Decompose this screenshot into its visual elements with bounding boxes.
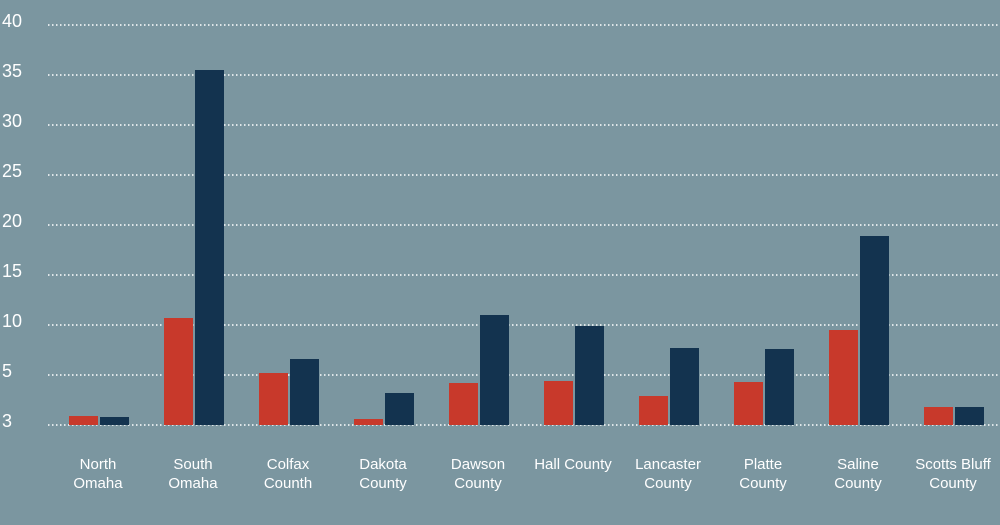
bar [69, 416, 98, 425]
bar [100, 417, 129, 425]
bar [480, 315, 509, 425]
bar [290, 359, 319, 425]
bar [955, 407, 984, 425]
bar [195, 70, 224, 425]
bar [544, 381, 573, 425]
bar [860, 236, 889, 425]
bar [385, 393, 414, 425]
bar [670, 348, 699, 425]
y-tick-label: 40 [2, 11, 22, 31]
y-tick-label: 25 [2, 161, 22, 181]
bar [734, 382, 763, 425]
bar [924, 407, 953, 425]
y-tick-label: 15 [2, 261, 22, 281]
y-tick-label: 35 [2, 61, 22, 81]
bar [829, 330, 858, 425]
bar [449, 383, 478, 425]
x-tick-label: Scotts Bluff County [915, 456, 991, 492]
y-tick-label: 20 [2, 211, 22, 231]
x-tick-label: Platte County [739, 456, 787, 492]
x-tick-label: South Omaha [168, 456, 218, 492]
x-tick-label: Colfax Counth [263, 456, 313, 492]
bar [575, 326, 604, 425]
x-tick-label: Dawson County [450, 456, 506, 492]
y-tick-label: 10 [2, 311, 22, 331]
x-tick-label: North Omaha [73, 456, 123, 492]
x-tick-label: Saline County [834, 456, 882, 492]
y-tick-label: 30 [2, 111, 22, 131]
bar [765, 349, 794, 425]
x-tick-label: Lancaster County [635, 456, 701, 492]
bar [259, 373, 288, 425]
bar [639, 396, 668, 425]
bar [164, 318, 193, 425]
y-tick-label: 3 [2, 411, 12, 431]
x-tick-label: Hall County [534, 456, 612, 473]
bar [354, 419, 383, 425]
y-tick-label: 5 [2, 361, 12, 381]
x-tick-label: Dakota County [359, 456, 407, 492]
